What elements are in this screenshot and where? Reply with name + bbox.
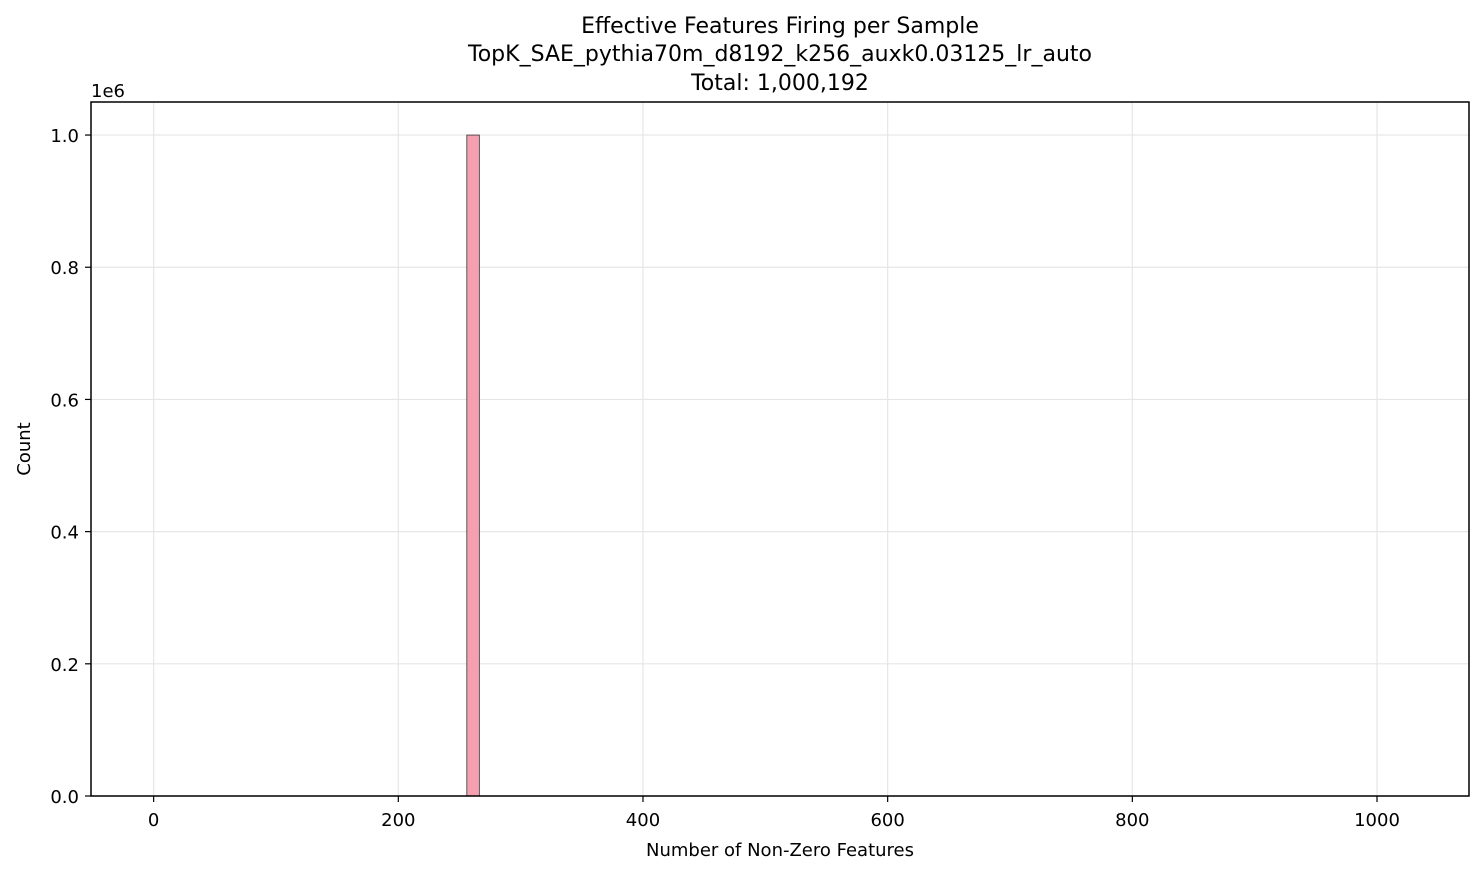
y-tick-label-1: 0.2	[50, 655, 79, 676]
x-tick-label-0: 0	[148, 810, 159, 831]
x-tick-label-3: 600	[870, 810, 904, 831]
chart-title-line-2: TopK_SAE_pythia70m_d8192_k256_auxk0.0312…	[467, 42, 1092, 67]
x-axis-label: Number of Non-Zero Features	[646, 840, 914, 861]
y-axis-label: Count	[14, 422, 35, 475]
y-tick-label-0: 0.0	[50, 787, 79, 808]
x-tick-label-4: 800	[1115, 810, 1149, 831]
plot-area-frame	[90, 101, 1470, 797]
chart-title-line-3: Total: 1,000,192	[690, 71, 869, 96]
y-tick-label-3: 0.6	[50, 390, 79, 411]
y-tick-label-2: 0.4	[50, 523, 79, 544]
x-tick-label-1: 200	[381, 810, 415, 831]
bars	[466, 134, 480, 797]
y-offset-label: 1e6	[91, 81, 125, 102]
x-tick-label-2: 400	[626, 810, 660, 831]
chart-title-line-1: Effective Features Firing per Sample	[581, 14, 979, 39]
axis-ticks: 0 200 400 600 800 1000 0.0 0.2 0.4 0.6 0.8 1.0	[50, 126, 1400, 831]
x-tick-label-5: 1000	[1354, 810, 1400, 831]
histogram-bar-0	[466, 134, 480, 797]
y-tick-label-5: 1.0	[50, 126, 79, 147]
y-tick-label-4: 0.8	[50, 258, 79, 279]
